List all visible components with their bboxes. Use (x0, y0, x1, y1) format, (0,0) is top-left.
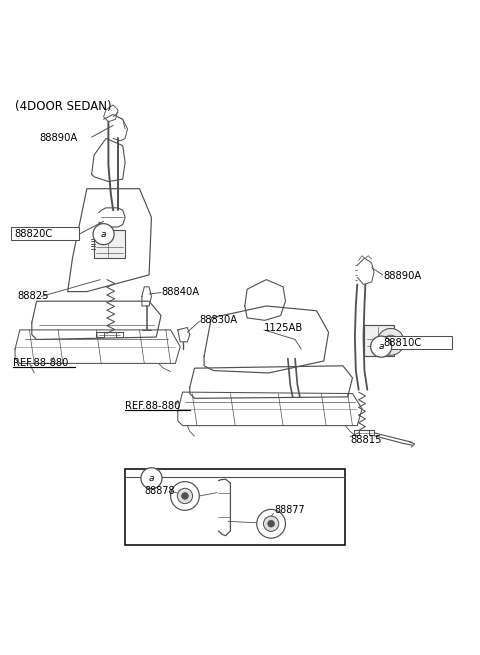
Circle shape (371, 336, 392, 357)
Text: 1125AB: 1125AB (264, 324, 303, 333)
Circle shape (384, 335, 397, 348)
Text: a: a (149, 474, 154, 483)
Text: 88840A: 88840A (161, 287, 199, 297)
Text: 88830A: 88830A (199, 315, 238, 326)
Text: 88890A: 88890A (384, 271, 422, 281)
Text: (4DOOR SEDAN): (4DOOR SEDAN) (15, 100, 112, 113)
Text: 88810C: 88810C (384, 338, 422, 348)
Circle shape (264, 516, 279, 531)
Text: a: a (101, 230, 107, 238)
Circle shape (268, 520, 275, 527)
FancyBboxPatch shape (94, 231, 125, 258)
FancyBboxPatch shape (381, 336, 452, 349)
FancyBboxPatch shape (364, 325, 394, 356)
FancyBboxPatch shape (125, 469, 345, 545)
Circle shape (181, 493, 188, 499)
Text: a: a (378, 342, 384, 351)
Circle shape (141, 468, 162, 489)
Circle shape (93, 223, 114, 245)
Text: 88825: 88825 (17, 291, 49, 301)
Circle shape (170, 481, 199, 510)
Text: REF.88-880: REF.88-880 (125, 402, 180, 411)
Text: 88878: 88878 (144, 486, 175, 496)
Text: REF.88-880: REF.88-880 (12, 358, 68, 368)
Text: 88877: 88877 (275, 505, 305, 515)
Text: 88815: 88815 (350, 435, 382, 445)
Circle shape (257, 510, 286, 538)
FancyBboxPatch shape (11, 227, 79, 240)
Circle shape (377, 328, 404, 355)
Circle shape (177, 489, 192, 504)
Text: 88820C: 88820C (14, 229, 52, 239)
Text: 88890A: 88890A (39, 134, 77, 143)
